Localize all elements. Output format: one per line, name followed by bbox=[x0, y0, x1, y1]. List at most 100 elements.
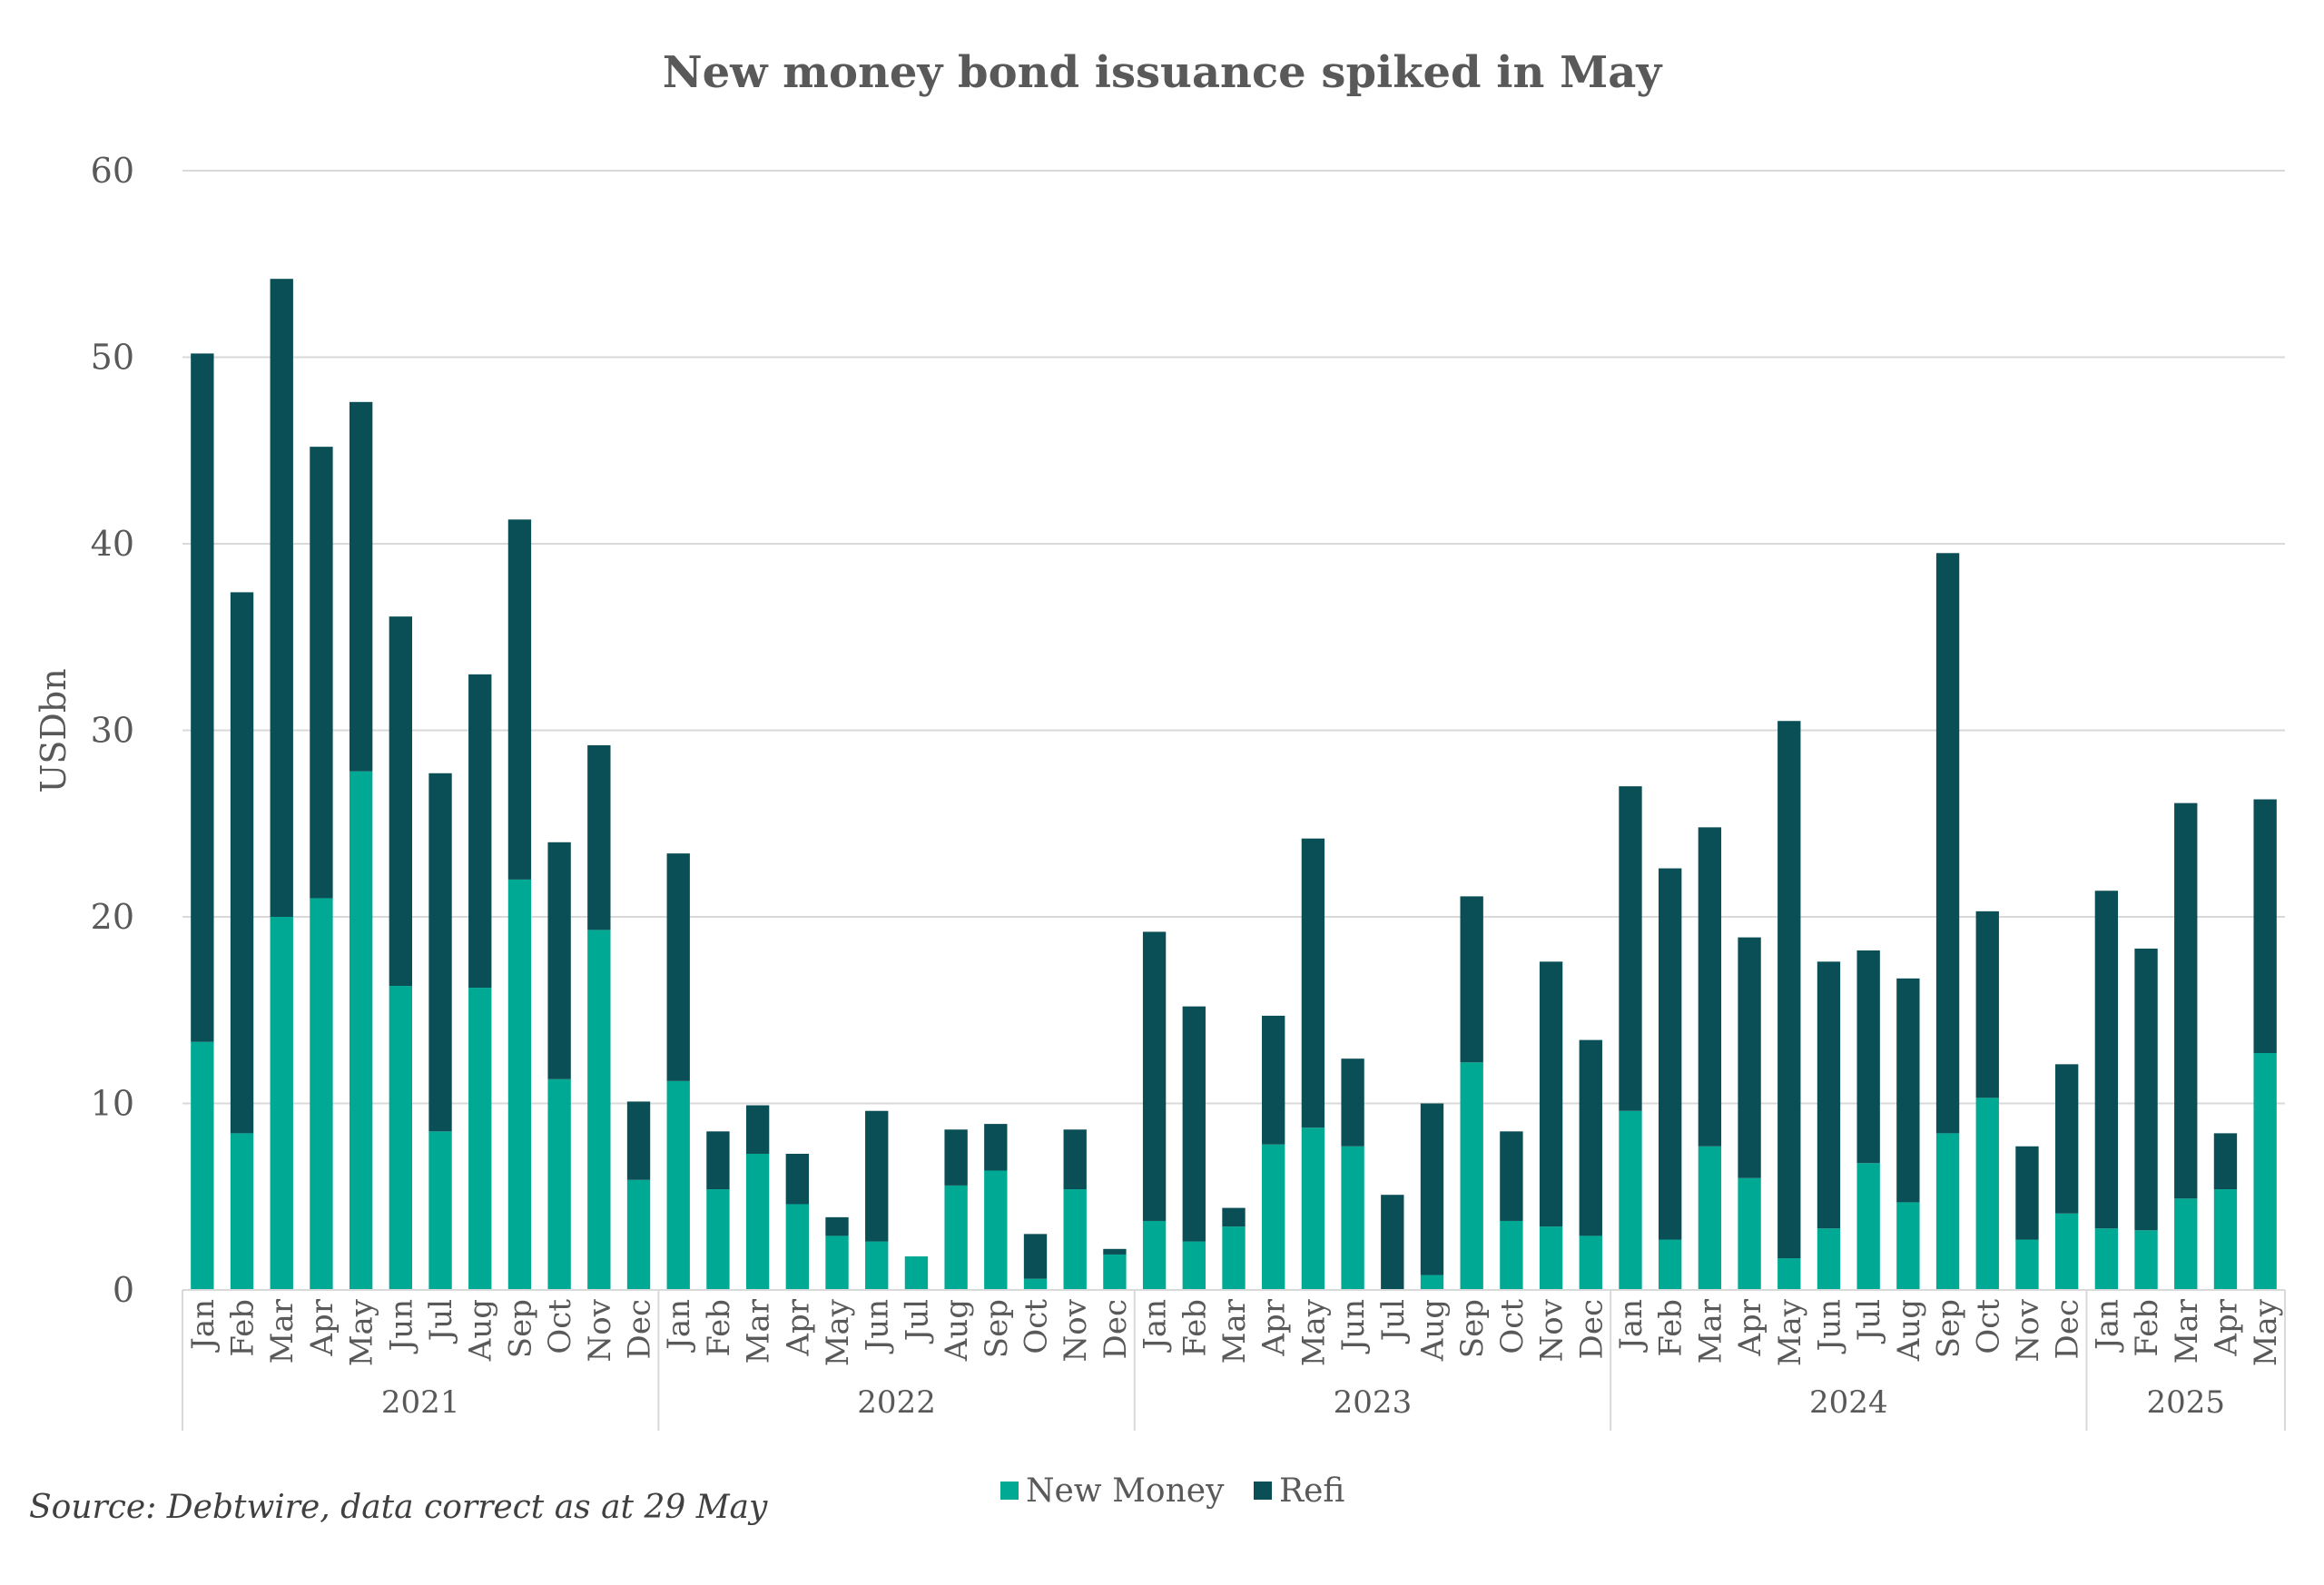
legend-label-new-money: New Money bbox=[1026, 1472, 1225, 1510]
bar-new-money bbox=[1262, 1144, 1285, 1290]
bar-refi bbox=[1738, 937, 1761, 1178]
bar-refi bbox=[1381, 1195, 1404, 1290]
bar-new-money bbox=[666, 1080, 690, 1290]
x-tick-label: May bbox=[1772, 1298, 1808, 1366]
bar-refi bbox=[1817, 961, 1841, 1229]
bar-new-money bbox=[507, 879, 532, 1290]
bar-refi bbox=[2054, 1064, 2079, 1214]
bar-new-money bbox=[2134, 1230, 2158, 1290]
bar-new-money bbox=[1023, 1278, 1048, 1290]
bar-refi bbox=[1063, 1129, 1087, 1190]
bar-refi bbox=[1500, 1131, 1523, 1221]
bar-refi bbox=[1896, 978, 1920, 1203]
bar-refi bbox=[349, 401, 373, 772]
bar-new-money bbox=[1579, 1236, 1602, 1290]
year-label: 2025 bbox=[2146, 1384, 2225, 1421]
bar-refi bbox=[468, 674, 492, 989]
bar-new-money bbox=[1460, 1062, 1483, 1290]
bar-new-money bbox=[1103, 1254, 1127, 1290]
bar-refi bbox=[428, 773, 452, 1132]
bar-new-money bbox=[1619, 1110, 1642, 1290]
bar-refi bbox=[1579, 1039, 1602, 1236]
bar-refi bbox=[1142, 931, 1167, 1221]
year-label: 2022 bbox=[857, 1384, 936, 1421]
x-tick-label: Nov bbox=[1058, 1298, 1094, 1362]
bar-refi bbox=[1619, 786, 1642, 1111]
bar-refi bbox=[706, 1131, 730, 1190]
bar-refi bbox=[666, 853, 690, 1081]
bar-refi bbox=[745, 1105, 770, 1154]
y-tick-label: 0 bbox=[113, 1270, 134, 1310]
x-tick-label: Jun bbox=[860, 1299, 896, 1354]
x-tick-label: Jul bbox=[1851, 1299, 1887, 1344]
bar-refi bbox=[1023, 1234, 1048, 1279]
bar-refi bbox=[587, 744, 611, 930]
bar-refi bbox=[1539, 961, 1563, 1227]
bar-refi bbox=[2015, 1146, 2039, 1240]
legend-label-refi: Refi bbox=[1279, 1472, 1344, 1510]
bar-refi bbox=[785, 1153, 809, 1205]
source-note: Source: Debtwire, data correct as at 29 … bbox=[29, 1489, 768, 1526]
legend-swatch-new-money bbox=[1000, 1482, 1019, 1500]
bar-new-money bbox=[1935, 1133, 1960, 1290]
y-tick-label: 30 bbox=[91, 711, 134, 751]
x-tick-label: Aug bbox=[939, 1299, 975, 1362]
bar-new-money bbox=[1500, 1220, 1523, 1290]
gridlines bbox=[182, 170, 2285, 1105]
bar-refi bbox=[1659, 868, 1682, 1240]
bar-new-money bbox=[1420, 1275, 1444, 1290]
bar-new-money bbox=[904, 1256, 929, 1290]
x-tick-label: May bbox=[344, 1298, 380, 1366]
bar-refi bbox=[1301, 838, 1325, 1128]
x-tick-label: Dec bbox=[2050, 1299, 2086, 1359]
bar-refi bbox=[984, 1124, 1008, 1171]
bar-refi bbox=[626, 1101, 651, 1180]
bar-refi bbox=[1777, 721, 1801, 1259]
bar-new-money bbox=[2174, 1198, 2198, 1290]
y-tick-labels: 0 10 20 30 40 50 60 bbox=[91, 151, 134, 1310]
x-tick-label: Sep bbox=[502, 1299, 538, 1358]
x-tick-label: Jul bbox=[899, 1299, 935, 1344]
x-tick-label: May bbox=[1295, 1298, 1332, 1366]
bar-refi bbox=[1182, 1006, 1206, 1242]
legend: New Money Refi bbox=[1000, 1472, 1344, 1510]
bar-new-money bbox=[1896, 1202, 1920, 1290]
bar-refi bbox=[1460, 896, 1483, 1063]
x-tick-label: Dec bbox=[622, 1299, 658, 1359]
bar-new-money bbox=[2094, 1228, 2119, 1290]
x-axis: Jan Feb Mar Apr May Jun Jul Aug Sep Oct Nov Dec Jan F… bbox=[182, 1289, 2286, 1431]
x-tick-label: Oct bbox=[1019, 1299, 1055, 1354]
bar-refi bbox=[944, 1129, 968, 1186]
bar-refi bbox=[1935, 553, 1960, 1134]
y-axis-label: USDbn bbox=[34, 668, 74, 792]
x-tick-label: Mar bbox=[741, 1298, 777, 1363]
bar-refi bbox=[2174, 802, 2198, 1199]
y-tick-label: 10 bbox=[91, 1084, 134, 1124]
x-tick-label: Apr bbox=[780, 1298, 816, 1356]
x-tick-label: Sep bbox=[1931, 1299, 1967, 1358]
bar-new-money bbox=[2213, 1189, 2238, 1290]
bar-new-money bbox=[1341, 1146, 1364, 1290]
x-tick-label: Apr bbox=[2208, 1298, 2244, 1356]
bar-new-money bbox=[984, 1170, 1008, 1290]
x-tick-label: Dec bbox=[1098, 1299, 1134, 1359]
x-tick-label: Feb bbox=[1177, 1299, 1213, 1357]
bar-refi bbox=[1103, 1248, 1127, 1255]
bar-refi bbox=[547, 842, 571, 1079]
y-tick-label: 40 bbox=[91, 524, 134, 564]
x-tick-label: Feb bbox=[2129, 1299, 2165, 1357]
bar-refi bbox=[2253, 799, 2277, 1054]
bar-refi bbox=[1222, 1207, 1246, 1227]
x-tick-label: Aug bbox=[463, 1299, 499, 1362]
x-tick-label: Jan bbox=[185, 1299, 222, 1353]
x-tick-label: Mar bbox=[264, 1298, 300, 1363]
x-tick-label: Jan bbox=[1137, 1299, 1174, 1353]
x-tick-label: Mar bbox=[1692, 1298, 1728, 1363]
bar-refi bbox=[389, 616, 413, 987]
x-tick-label: Apr bbox=[1256, 1298, 1293, 1356]
x-tick-label: Feb bbox=[225, 1299, 261, 1357]
bar-new-money bbox=[547, 1078, 571, 1290]
legend-swatch-refi bbox=[1254, 1482, 1272, 1500]
bar-new-money bbox=[865, 1241, 889, 1290]
bar-new-money bbox=[1777, 1258, 1801, 1290]
